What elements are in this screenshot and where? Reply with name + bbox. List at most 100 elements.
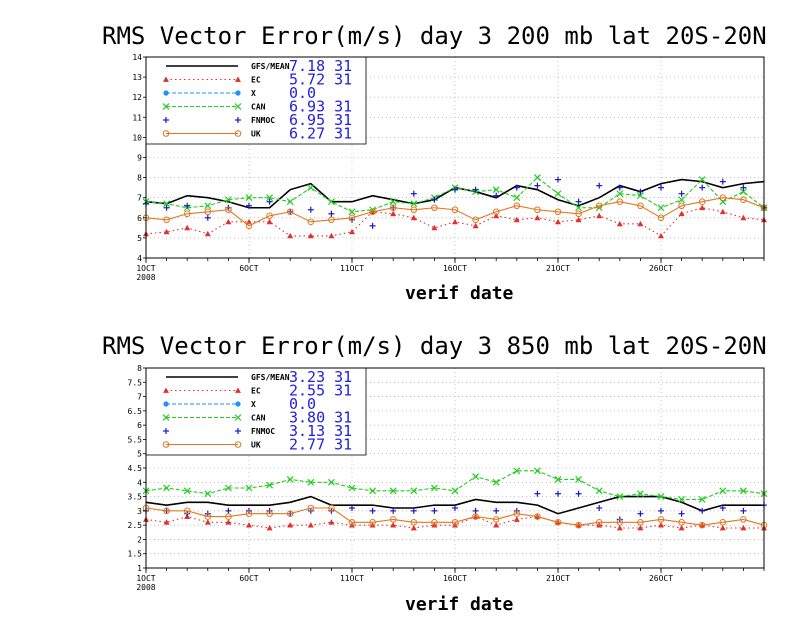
legend-label: EC: [251, 387, 261, 396]
data-point: [286, 510, 294, 518]
data-point: [266, 481, 274, 489]
data-point: [287, 232, 294, 239]
data-point: [636, 192, 644, 200]
data-point: [410, 487, 418, 495]
data-point: [410, 525, 417, 531]
x-tick-year: 2008: [136, 273, 155, 282]
data-point: [307, 218, 315, 226]
legend-marker: [234, 103, 242, 110]
data-point: [739, 487, 747, 495]
data-point: [245, 484, 253, 492]
y-tick-label: 5: [137, 234, 142, 243]
data-point: [410, 518, 418, 526]
series-ec: [143, 204, 767, 239]
y-tick-label: 7: [137, 194, 142, 203]
chart-title: RMS Vector Error(m/s) day 3 200 mb lat 2…: [102, 22, 767, 50]
data-point: [678, 518, 685, 526]
data-point: [163, 204, 170, 211]
legend-stat: 2.55 31: [289, 382, 352, 400]
data-point: [431, 507, 438, 514]
y-tick-label: 4: [137, 254, 142, 263]
data-point: [184, 202, 191, 209]
y-tick-label: 2.5: [128, 521, 143, 530]
data-point: [183, 487, 191, 495]
data-point: [555, 218, 561, 225]
data-point: [246, 202, 252, 209]
data-point: [492, 478, 500, 486]
data-point: [513, 516, 520, 522]
legend-box: [145, 367, 367, 456]
legend-marker: [235, 401, 241, 407]
data-point: [637, 188, 644, 195]
data-point: [534, 206, 541, 214]
y-tick-label: 11: [132, 113, 142, 122]
data-point: [719, 487, 727, 495]
data-point: [369, 518, 376, 526]
data-point: [266, 194, 274, 202]
data-point: [513, 202, 521, 210]
data-point: [184, 224, 191, 231]
data-point: [554, 208, 562, 216]
legend-marker: [162, 441, 170, 448]
legend: GFS/MEAN 7.18 31 EC 5.72 31 X 0.0 CAN 6.93 31 FN…: [145, 56, 367, 145]
data-point: [369, 507, 376, 514]
data-point: [328, 216, 335, 224]
data-point: [616, 190, 624, 198]
data-point: [246, 218, 252, 225]
data-point: [719, 518, 727, 526]
legend-marker: [162, 414, 170, 421]
y-tick-label: 6: [137, 421, 142, 430]
data-point: [719, 208, 726, 215]
data-point: [595, 487, 603, 495]
data-point: [698, 176, 706, 184]
data-point: [554, 190, 562, 198]
data-point: [204, 513, 212, 520]
data-point: [410, 206, 418, 214]
data-point: [637, 525, 644, 531]
x-tick-label: 21OCT: [546, 574, 570, 583]
legend-marker: [163, 90, 169, 96]
data-point: [410, 214, 417, 221]
y-tick-label: 5: [137, 450, 142, 459]
data-point: [204, 490, 212, 498]
series-uk: [142, 504, 768, 529]
data-point: [163, 507, 170, 515]
data-point: [534, 513, 541, 520]
legend-label: EC: [251, 76, 261, 85]
data-point: [431, 196, 438, 203]
data-point: [349, 505, 355, 511]
legend-marker: [163, 117, 169, 123]
data-point: [472, 222, 479, 229]
data-point: [678, 190, 685, 197]
y-tick-label: 7.5: [128, 378, 143, 387]
y-tick-label: 3: [137, 507, 142, 516]
data-point: [431, 224, 438, 231]
y-tick-label: 12: [132, 93, 142, 102]
data-point: [657, 493, 665, 500]
x-tick-label: 26OCT: [649, 574, 673, 583]
data-point: [555, 176, 561, 183]
legend-label: X: [251, 89, 256, 98]
legend-marker: [234, 130, 242, 137]
data-point: [616, 518, 624, 526]
data-point: [740, 516, 747, 523]
legend-stat: 0.0: [289, 395, 316, 413]
data-point: [204, 230, 211, 237]
data-point: [472, 216, 479, 224]
legend-marker: [163, 428, 169, 434]
data-point: [390, 522, 397, 528]
data-point: [658, 522, 664, 528]
legend-label: FNMOC: [251, 116, 275, 125]
data-point: [163, 228, 170, 235]
x-tick-label: 1OCT: [136, 264, 155, 273]
data-point: [286, 198, 294, 206]
data-point: [699, 204, 706, 211]
legend-label: GFS/MEAN: [251, 373, 290, 382]
y-tick-label: 9: [137, 154, 142, 163]
data-point: [678, 196, 686, 204]
data-point: [369, 208, 376, 216]
data-point: [327, 198, 335, 206]
data-point: [740, 525, 747, 531]
legend: GFS/MEAN 3.23 31 EC 2.55 31 X 0.0 CAN 3.80 31 FN…: [145, 367, 367, 456]
chart-200mb: RMS Vector Error(m/s) day 3 200 mb lat 2…: [102, 22, 768, 304]
